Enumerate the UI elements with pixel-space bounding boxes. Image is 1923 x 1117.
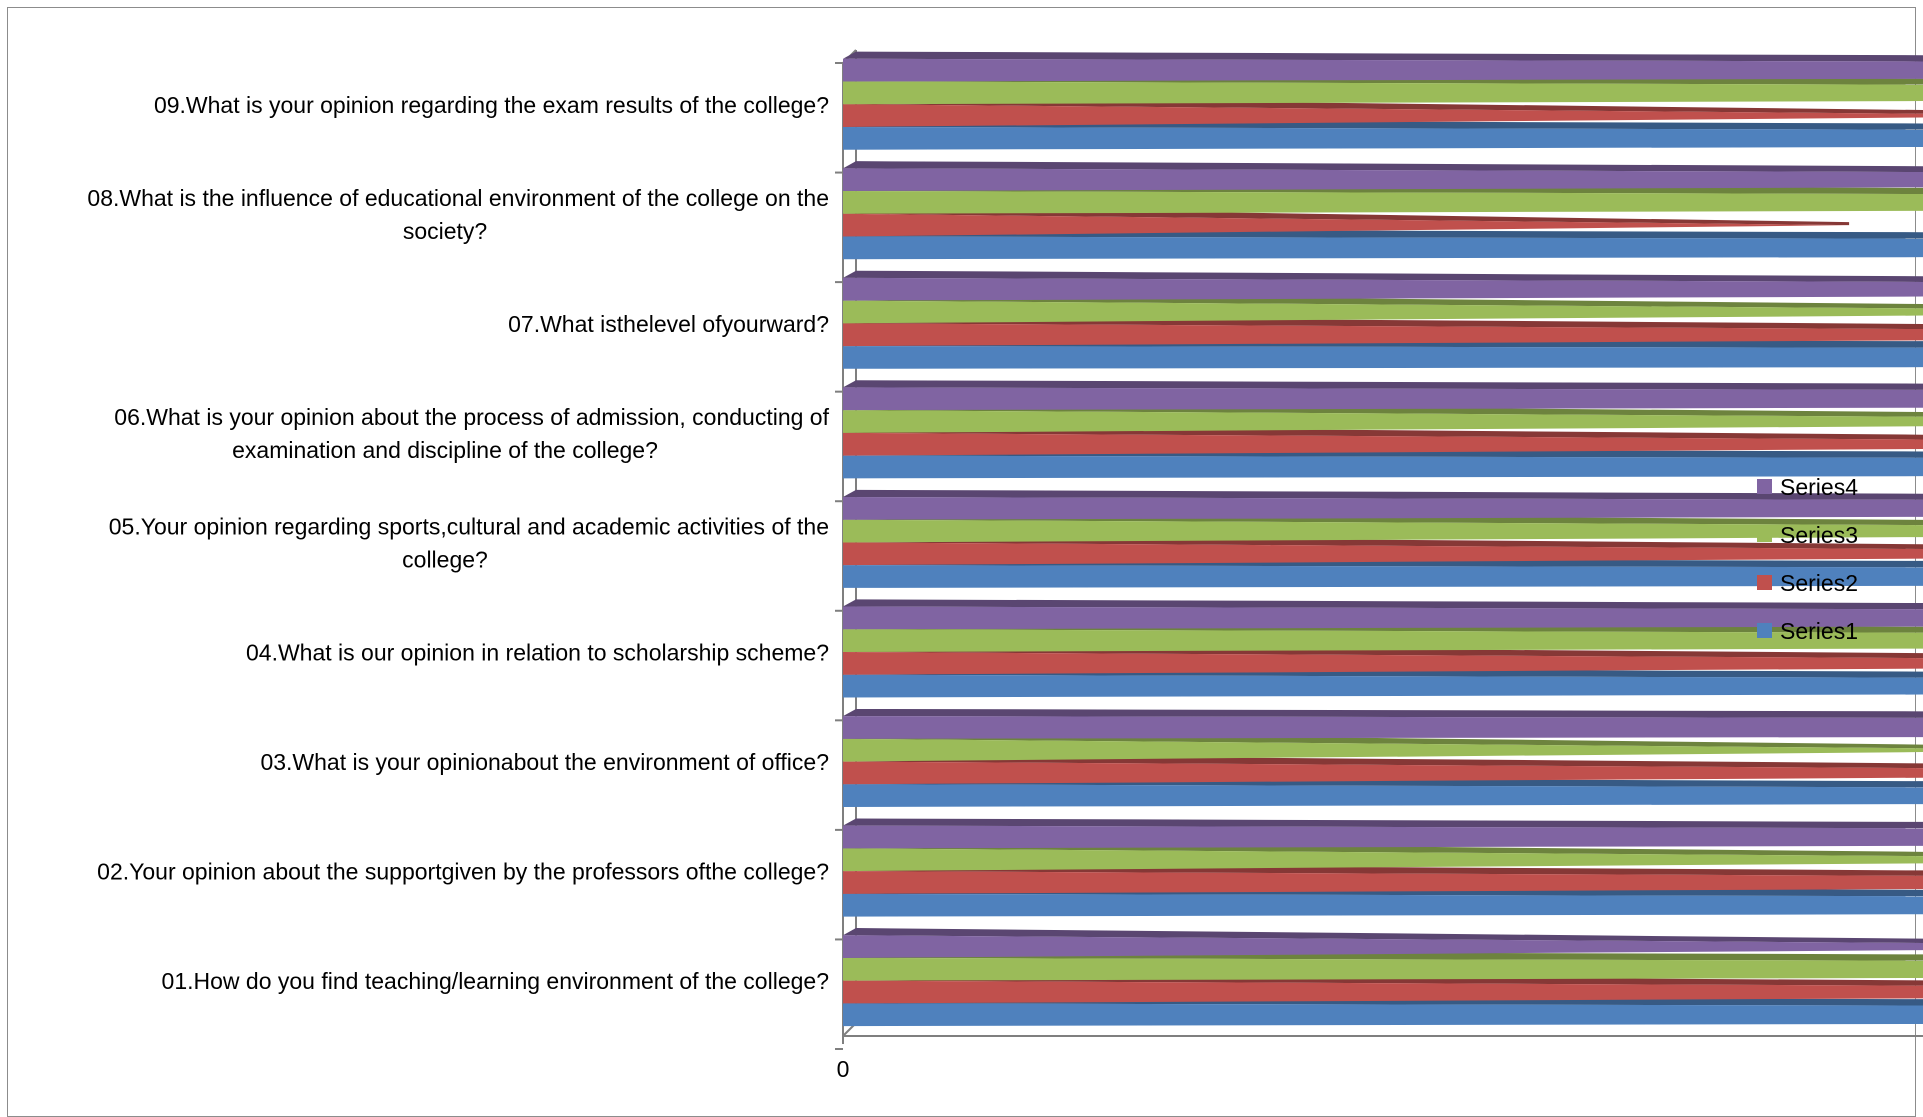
bar-cone-shadow	[843, 380, 1923, 390]
bar-cone-shadow	[843, 270, 1923, 282]
category-label: 09.What is your opinion regarding the ex…	[154, 92, 829, 118]
bar-cone	[843, 519, 1923, 543]
bar-cone	[843, 871, 1923, 894]
legend-swatch	[1757, 527, 1772, 542]
bar-cone	[843, 848, 1923, 872]
bar-cone	[843, 432, 1923, 456]
bar-cone	[843, 191, 1923, 214]
bar-cone	[843, 236, 1923, 260]
bar-cone	[843, 606, 1923, 630]
bar-cone	[843, 784, 1923, 808]
legend-swatch	[1757, 479, 1772, 494]
legend-label: Series2	[1780, 570, 1858, 596]
category-label: 02.Your opinion about the supportgiven b…	[97, 859, 829, 885]
bar-cone	[843, 58, 1923, 82]
bar-cone-shadow	[843, 928, 1923, 943]
category-label: 01.How do you find teaching/learning env…	[162, 968, 829, 994]
bar-cone	[843, 652, 1923, 675]
bar-cone	[843, 410, 1923, 433]
bar-cone	[843, 1003, 1923, 1027]
bar-cone	[843, 629, 1923, 653]
category-label: college?	[402, 547, 488, 573]
bar-cone	[843, 716, 1923, 739]
bar-cone	[843, 168, 1923, 192]
category-label: 08.What is the influence of educational …	[87, 185, 829, 211]
bar-cone-shadow	[843, 599, 1923, 610]
category-label: 04.What is our opinion in relation to sc…	[246, 640, 829, 666]
bar-cone	[843, 935, 1923, 958]
bar-cone	[843, 387, 1923, 411]
bar-cone	[843, 126, 1923, 150]
legend-label: Series4	[1780, 474, 1858, 500]
bar-cone	[843, 542, 1923, 566]
category-label: 07.What isthelevel ofyourward?	[508, 311, 829, 337]
bar-cone	[843, 81, 1923, 105]
category-label: examination and discipline of the colleg…	[232, 437, 658, 463]
bar-cone	[843, 104, 1923, 127]
bar-cone	[843, 277, 1923, 301]
bar-cone-shadow	[843, 708, 1923, 718]
bar-cone	[843, 674, 1923, 698]
bar-cone	[843, 496, 1923, 520]
bar-cone	[843, 738, 1923, 762]
category-label: 05.Your opinion regarding sports,cultura…	[109, 514, 829, 540]
bar-cone	[843, 455, 1923, 479]
bar-cone	[843, 893, 1923, 917]
category-label: 03.What is your opinionabout the environ…	[260, 749, 829, 775]
category-label: 06.What is your opinion about the proces…	[114, 404, 829, 430]
legend-label: Series3	[1780, 522, 1858, 548]
bar-cone	[843, 980, 1923, 1004]
legend-swatch	[1757, 623, 1772, 638]
bar-cone	[843, 213, 1850, 237]
bar-cone-shadow	[843, 489, 1923, 500]
bar-cone	[843, 346, 1923, 369]
bar-cone	[843, 300, 1923, 324]
bar-cone-shadow	[843, 161, 1923, 173]
bar-cone	[843, 761, 1923, 785]
bar-cone	[843, 825, 1923, 849]
bar-cone	[843, 957, 1923, 981]
legend-swatch	[1757, 575, 1772, 590]
bar-cone	[843, 565, 1923, 588]
bar-cone-shadow	[843, 51, 1923, 62]
bar-cone	[843, 323, 1923, 347]
category-label: society?	[403, 218, 487, 244]
bar-cone-shadow	[843, 818, 1923, 829]
legend-label: Series1	[1780, 618, 1858, 644]
x-tick-label: 0	[837, 1056, 850, 1082]
